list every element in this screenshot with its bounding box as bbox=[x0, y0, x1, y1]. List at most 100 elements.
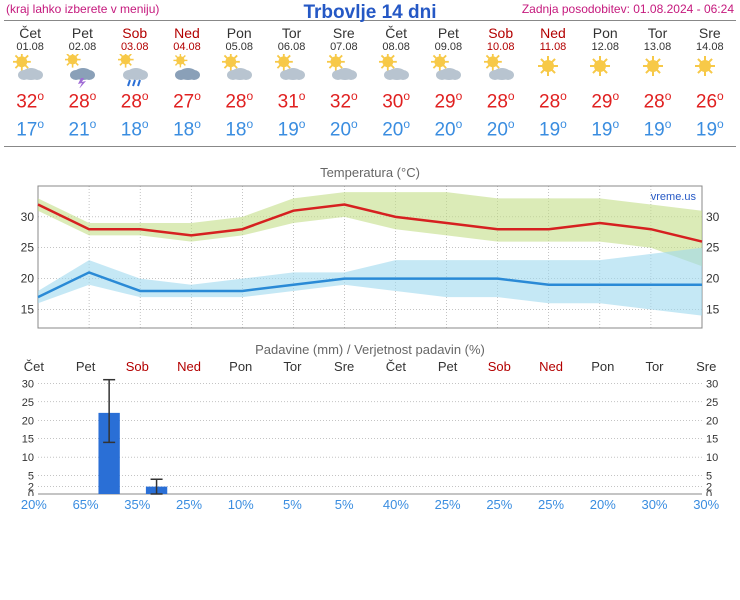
precip-probability: 25% bbox=[525, 497, 577, 512]
precip-prob-row: 20%65%35%25%10%5%5%40%25%25%25%20%30%30% bbox=[8, 496, 732, 512]
temp-min: 21o bbox=[56, 117, 108, 141]
temp-min: 19o bbox=[265, 117, 317, 141]
day-date: 14.08 bbox=[684, 41, 736, 53]
day-date: 04.08 bbox=[161, 41, 213, 53]
header-hint: (kraj lahko izberete v meniju) bbox=[6, 2, 159, 16]
svg-text:25: 25 bbox=[22, 396, 34, 408]
temp-max: 28o bbox=[631, 89, 683, 113]
weather-icon bbox=[527, 55, 579, 87]
day-name: Sre bbox=[684, 25, 736, 41]
last-update: Zadnja posodobitev: 01.08.2024 - 06:24 bbox=[522, 2, 734, 16]
weather-icon bbox=[422, 55, 474, 87]
day-name: Sre bbox=[318, 25, 370, 41]
temp-max: 28o bbox=[56, 89, 108, 113]
temperature-chart-title: Temperatura (°C) bbox=[4, 165, 736, 180]
temp-max: 29o bbox=[422, 89, 474, 113]
precip-probability: 20% bbox=[577, 497, 629, 512]
temp-max: 32o bbox=[318, 89, 370, 113]
temp-max: 27o bbox=[161, 89, 213, 113]
svg-text:2: 2 bbox=[28, 481, 34, 493]
svg-text:25: 25 bbox=[706, 240, 720, 254]
day-date: 03.08 bbox=[109, 41, 161, 53]
temp-max: 28o bbox=[527, 89, 579, 113]
day-date: 11.08 bbox=[527, 41, 579, 53]
day-name: Čet bbox=[370, 25, 422, 41]
day-column: Sre14.0826o19o bbox=[684, 21, 736, 146]
day-name: Tor bbox=[631, 25, 683, 41]
day-column: Tor13.0828o19o bbox=[631, 21, 683, 146]
day-name: Ned bbox=[161, 25, 213, 41]
temp-min: 19o bbox=[631, 117, 683, 141]
svg-text:15: 15 bbox=[22, 433, 34, 445]
precip-day-label: Čet bbox=[370, 359, 422, 374]
weather-icon bbox=[475, 55, 527, 87]
day-date: 10.08 bbox=[475, 41, 527, 53]
temp-max: 28o bbox=[475, 89, 527, 113]
weather-icon bbox=[109, 55, 161, 87]
svg-text:5: 5 bbox=[706, 470, 712, 482]
precip-day-label: Tor bbox=[267, 359, 319, 374]
svg-text:30: 30 bbox=[21, 210, 35, 224]
precip-probability: 30% bbox=[680, 497, 732, 512]
weather-icon bbox=[579, 55, 631, 87]
precip-day-label: Sob bbox=[111, 359, 163, 374]
precip-probability: 30% bbox=[629, 497, 681, 512]
header-bar: (kraj lahko izberete v meniju) Trbovlje … bbox=[0, 0, 740, 16]
day-column: Tor06.0831o19o bbox=[265, 21, 317, 146]
svg-text:30: 30 bbox=[706, 210, 720, 224]
day-column: Ned04.08 27o 18o bbox=[161, 21, 213, 146]
temp-min: 20o bbox=[422, 117, 474, 141]
day-column: Pon05.0828o18o bbox=[213, 21, 265, 146]
precip-day-label: Sre bbox=[680, 359, 732, 374]
weather-icon bbox=[265, 55, 317, 87]
day-date: 07.08 bbox=[318, 41, 370, 53]
temp-min: 20o bbox=[318, 117, 370, 141]
temperature-chart: 1515202025253030vreme.us bbox=[4, 182, 736, 332]
svg-text:10: 10 bbox=[706, 452, 718, 464]
weather-icon bbox=[370, 55, 422, 87]
day-name: Sob bbox=[475, 25, 527, 41]
weather-14day-page: (kraj lahko izberete v meniju) Trbovlje … bbox=[0, 0, 740, 600]
precip-day-label: Pon bbox=[577, 359, 629, 374]
day-date: 12.08 bbox=[579, 41, 631, 53]
svg-text:20: 20 bbox=[706, 415, 718, 427]
day-name: Pon bbox=[579, 25, 631, 41]
temperature-chart-block: Temperatura (°C) 1515202025253030vreme.u… bbox=[4, 165, 736, 332]
day-column: Pet02.08 28o 21o bbox=[56, 21, 108, 146]
precip-probability: 35% bbox=[111, 497, 163, 512]
day-column: Čet08.0830o20o bbox=[370, 21, 422, 146]
svg-text:30: 30 bbox=[706, 378, 718, 390]
day-column: Pon12.0829o19o bbox=[579, 21, 631, 146]
page-title: Trbovlje 14 dni bbox=[303, 2, 436, 24]
day-date: 06.08 bbox=[265, 41, 317, 53]
temp-max: 30o bbox=[370, 89, 422, 113]
weather-icon bbox=[318, 55, 370, 87]
day-date: 05.08 bbox=[213, 41, 265, 53]
temp-max: 29o bbox=[579, 89, 631, 113]
forecast-days-row: Čet01.0832o17oPet02.0828o21oSob03.0828o1… bbox=[4, 20, 736, 147]
day-date: 02.08 bbox=[56, 41, 108, 53]
temp-min: 20o bbox=[475, 117, 527, 141]
day-name: Pet bbox=[56, 25, 108, 41]
precip-day-label: Tor bbox=[629, 359, 681, 374]
svg-text:15: 15 bbox=[21, 302, 35, 316]
precip-probability: 65% bbox=[60, 497, 112, 512]
precip-probability: 5% bbox=[267, 497, 319, 512]
svg-text:25: 25 bbox=[706, 396, 718, 408]
day-name: Sob bbox=[109, 25, 161, 41]
temp-max: 32o bbox=[4, 89, 56, 113]
temp-min: 18o bbox=[213, 117, 265, 141]
svg-text:2: 2 bbox=[706, 481, 712, 493]
temp-max: 31o bbox=[265, 89, 317, 113]
precip-day-label: Ned bbox=[163, 359, 215, 374]
temp-min: 18o bbox=[161, 117, 213, 141]
precip-chart: 00225510101515202025253030 bbox=[4, 374, 736, 496]
day-column: Sob10.08 28o 20o bbox=[475, 21, 527, 146]
precip-day-label: Sob bbox=[473, 359, 525, 374]
weather-icon bbox=[4, 55, 56, 87]
precip-day-label: Pet bbox=[60, 359, 112, 374]
svg-text:15: 15 bbox=[706, 302, 720, 316]
precip-probability: 10% bbox=[215, 497, 267, 512]
precip-day-label: Čet bbox=[8, 359, 60, 374]
precip-day-row: ČetPetSobNedPonTorSreČetPetSobNedPonTorS… bbox=[8, 359, 732, 374]
